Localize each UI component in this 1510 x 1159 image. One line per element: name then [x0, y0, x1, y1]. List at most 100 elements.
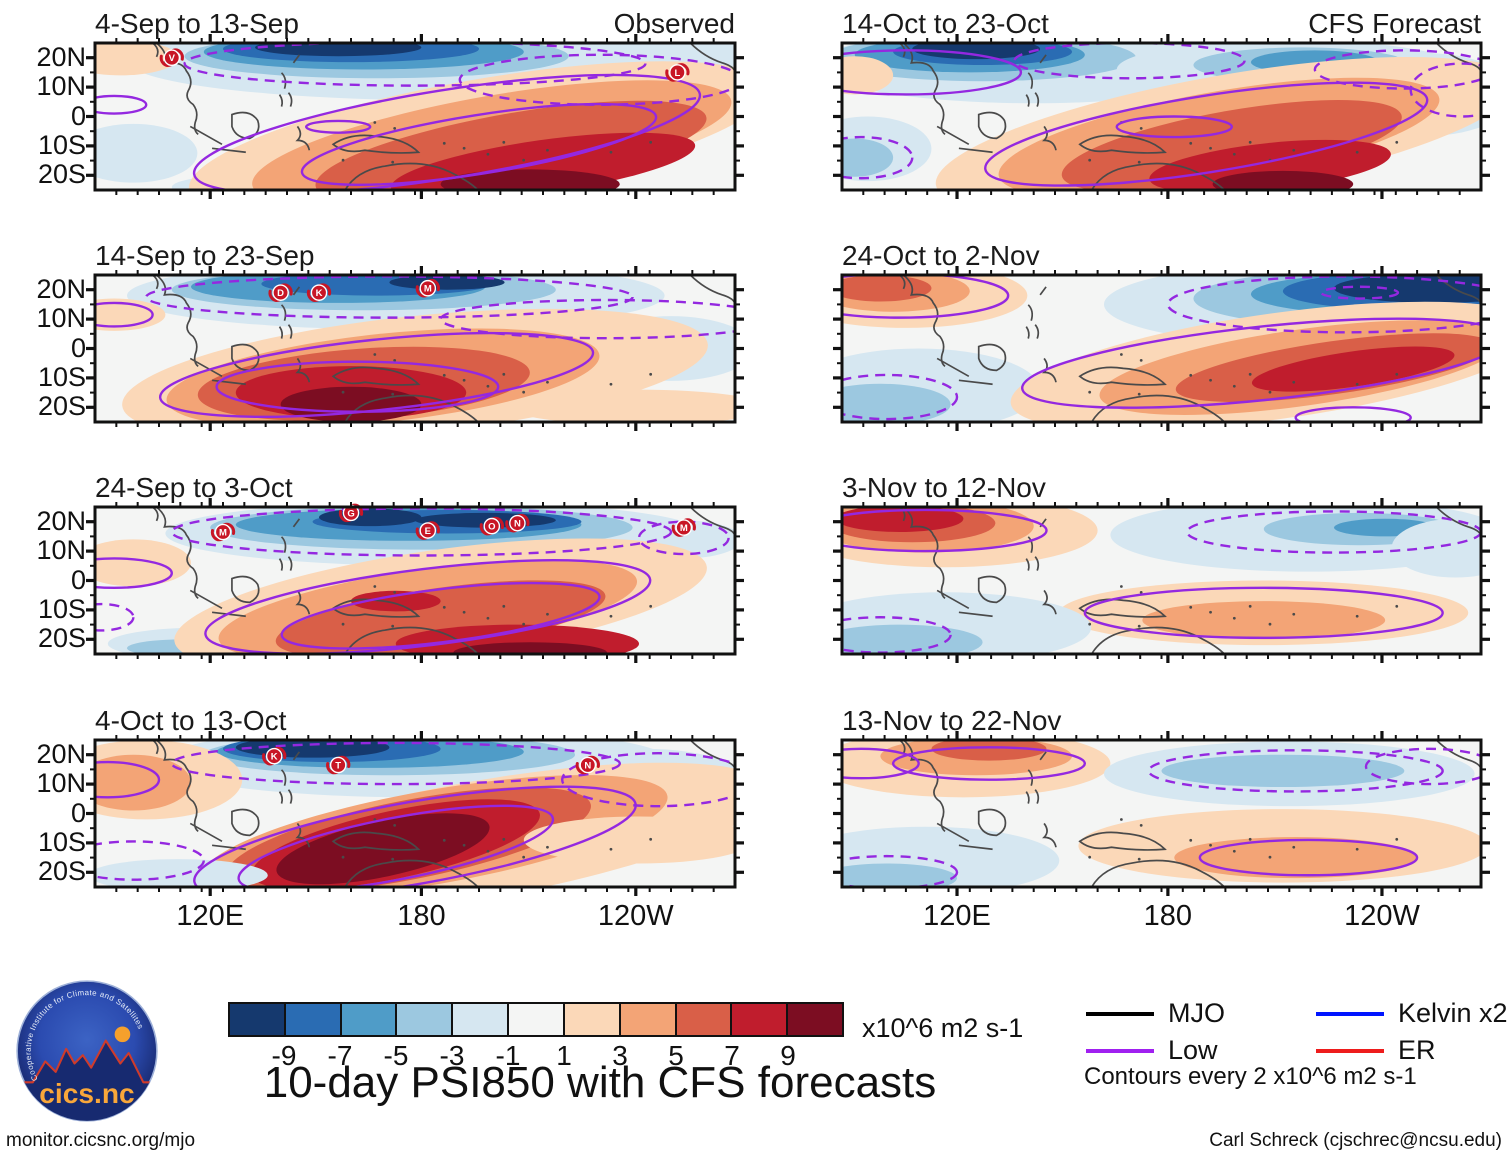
island-dot	[1139, 127, 1143, 130]
x-axis-label: 180	[1143, 900, 1193, 932]
contour-line-dashed	[458, 53, 735, 106]
panel-title: 3-Nov to 12-Nov	[842, 472, 1046, 503]
legend-item: Low	[1086, 1035, 1316, 1066]
footer-left-url: monitor.cicsnc.org/mjo	[6, 1130, 196, 1151]
shading-blob	[931, 740, 1047, 761]
island-dot	[649, 140, 653, 144]
contour-line-dashed	[170, 507, 673, 557]
shading-blob	[842, 863, 957, 887]
y-axis-label: 20S	[37, 623, 86, 654]
island-dot	[1088, 390, 1092, 394]
panel-corner-label: CFS Forecast	[1308, 8, 1481, 39]
storm-letter: K	[271, 752, 278, 763]
island-dot	[1119, 818, 1123, 821]
shading-blob	[1061, 100, 1402, 190]
panel-corner-label: Observed	[613, 8, 735, 39]
island-dot	[1395, 604, 1399, 608]
colorbar	[228, 1002, 844, 1037]
storm-icon: V	[159, 48, 184, 67]
logo-sun-icon	[114, 1026, 131, 1043]
island-dot	[373, 818, 377, 821]
storm-icon: D	[268, 283, 293, 302]
shading-blob	[440, 169, 620, 190]
storm-letter: G	[347, 508, 354, 519]
colorbar-tick-label: -1	[495, 1040, 521, 1071]
storm-icon: N	[575, 755, 600, 775]
shading-blob	[842, 624, 983, 654]
island-dot	[393, 127, 397, 130]
island-dot	[442, 373, 446, 377]
island-dot	[1248, 140, 1252, 144]
storm-letter: T	[335, 760, 341, 771]
island-dot	[1137, 392, 1141, 396]
axis-ticks	[90, 735, 740, 892]
island-dot	[391, 392, 395, 396]
island-dot	[1189, 605, 1193, 609]
map-svg	[833, 266, 1490, 431]
colorbar-cell	[732, 1004, 789, 1035]
island-dot	[1209, 146, 1212, 150]
coastline	[153, 507, 735, 654]
shading-blob	[95, 123, 198, 183]
map-svg	[833, 498, 1490, 663]
legend-line	[1316, 1048, 1384, 1053]
y-axis-label: 20N	[36, 738, 86, 769]
colorbar-cell	[397, 1004, 454, 1035]
island-dot	[393, 591, 397, 594]
island-dot	[522, 855, 526, 859]
colorbar-tick-label: 5	[668, 1040, 684, 1071]
storm-icon: M	[671, 518, 696, 537]
shading-blob	[842, 138, 894, 177]
colorbar-cell	[509, 1004, 565, 1035]
axis-major-ticks	[833, 266, 1490, 431]
y-axis-label: 0	[70, 100, 86, 131]
contour-line-dashed	[1313, 49, 1481, 90]
island-dot	[546, 148, 549, 152]
contour-line-solid	[1294, 406, 1412, 422]
panel-header: 4-Sep to 13-Sep Observed	[95, 6, 735, 40]
storm-letter: M	[219, 527, 227, 538]
storm-icon: M	[210, 522, 236, 542]
legend-label: ER	[1398, 1035, 1436, 1065]
colorbar-cell	[285, 1004, 342, 1035]
island-dot	[462, 378, 466, 382]
contour-line-solid	[1115, 115, 1233, 139]
storm-letter: M	[424, 284, 432, 295]
island-dot	[609, 150, 613, 154]
island-dot	[442, 838, 446, 842]
island-dot	[1395, 372, 1399, 376]
island-dot	[649, 837, 653, 841]
logo-wordmark: cics.nc	[39, 1078, 134, 1109]
contour-line-solid	[158, 331, 595, 418]
y-axis-label: 20N	[36, 41, 86, 72]
island-dot	[546, 380, 549, 384]
island-dot	[1248, 372, 1252, 376]
panel-header: 14-Oct to 23-Oct CFS Forecast	[842, 6, 1481, 40]
colorbar-cell	[676, 1004, 733, 1035]
contour-line-solid	[891, 746, 1087, 781]
island-dot	[391, 624, 395, 628]
contour-line-dashed	[183, 43, 647, 87]
panel-title: 14-Sep to 23-Sep	[95, 240, 315, 271]
shading-blob	[842, 275, 932, 302]
island-dot	[442, 141, 446, 145]
island-dot	[1292, 380, 1296, 384]
y-axis-label: 10S	[37, 826, 86, 857]
island-dot	[1268, 390, 1272, 394]
island-dot	[1209, 610, 1212, 614]
island-dot	[1248, 837, 1252, 841]
storm-icon: K	[306, 283, 332, 302]
legend-line	[1086, 1011, 1154, 1016]
island-dot	[609, 847, 613, 851]
island-dot	[486, 384, 490, 388]
island-dot	[1189, 838, 1193, 842]
contour-line-solid	[300, 102, 658, 186]
island-dot	[341, 855, 345, 859]
shading-blob	[453, 642, 607, 654]
island-dot	[502, 372, 506, 376]
storm-letter: D	[277, 288, 284, 299]
axis-major-ticks	[86, 34, 744, 199]
footer-right-credit: Carl Schreck (cjschrec@ncsu.edu)	[1209, 1130, 1502, 1151]
island-dot	[486, 849, 490, 853]
